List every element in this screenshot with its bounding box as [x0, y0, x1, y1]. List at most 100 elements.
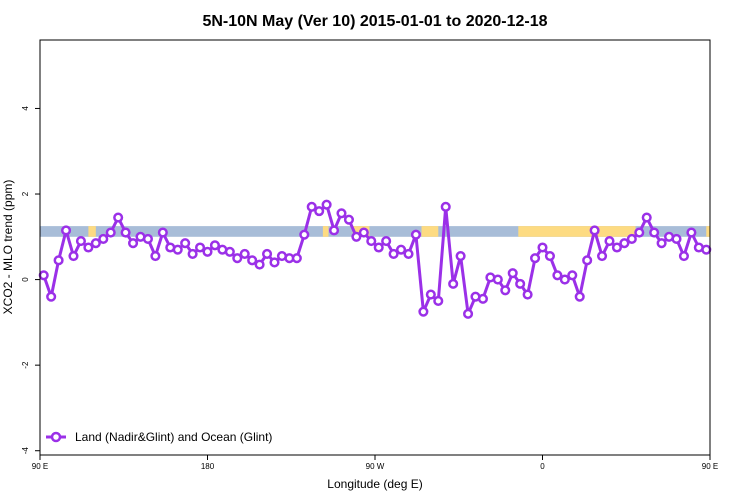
data-point — [61, 225, 72, 236]
land-segment-3 — [421, 226, 439, 237]
data-point — [641, 212, 652, 223]
data-point — [224, 246, 235, 257]
data-point — [604, 236, 615, 247]
data-point — [172, 244, 183, 255]
land-segment-4 — [518, 226, 636, 237]
data-point — [202, 246, 213, 257]
data-point — [507, 268, 518, 279]
x-tick-label: 90 W — [366, 462, 385, 471]
data-point — [500, 285, 511, 296]
data-point — [515, 278, 526, 289]
legend-entry-label: Land (Nadir&Glint) and Ocean (Glint) — [75, 430, 272, 444]
data-point — [336, 208, 347, 219]
data-point — [611, 242, 622, 253]
data-point — [254, 259, 265, 270]
x-tick-label: 90 E — [32, 462, 48, 471]
data-point — [247, 255, 258, 266]
data-point — [321, 199, 332, 210]
x-axis-title: Longitude (deg E) — [327, 477, 422, 491]
data-point — [463, 308, 474, 319]
land-segment-1 — [322, 226, 329, 237]
y-axis: -4 -2 0 2 4 — [21, 106, 40, 455]
data-point — [306, 201, 317, 212]
plot-area — [38, 39, 712, 456]
data-point — [582, 255, 593, 266]
data-point — [597, 251, 608, 262]
data-point — [358, 227, 369, 238]
y-tick-label: -4 — [21, 447, 30, 455]
data-point — [649, 227, 660, 238]
data-point — [269, 257, 280, 268]
data-point — [671, 233, 682, 244]
data-point — [552, 270, 563, 281]
data-point — [38, 270, 49, 281]
data-point — [403, 248, 414, 259]
data-point — [530, 253, 541, 264]
data-point — [232, 253, 243, 264]
data-point — [314, 206, 325, 217]
data-point — [366, 236, 377, 247]
data-point — [291, 253, 302, 264]
data-point — [187, 248, 198, 259]
data-point — [396, 244, 407, 255]
data-point — [329, 225, 340, 236]
data-point — [701, 244, 712, 255]
data-point — [418, 306, 429, 317]
data-point — [351, 231, 362, 242]
series-line-0 — [42, 203, 707, 316]
data-point — [656, 238, 667, 249]
data-point — [299, 229, 310, 240]
data-point — [574, 291, 585, 302]
data-point — [195, 242, 206, 253]
data-point — [455, 251, 466, 262]
chart-title: 5N-10N May (Ver 10) 2015-01-01 to 2020-1… — [202, 13, 547, 30]
data-point — [53, 255, 64, 266]
data-point — [105, 227, 116, 238]
data-point — [634, 227, 645, 238]
data-point — [262, 248, 273, 259]
data-point — [113, 212, 124, 223]
data-point — [433, 295, 444, 307]
data-point — [567, 270, 578, 281]
data-point — [686, 227, 697, 238]
data-point — [425, 289, 436, 300]
data-point — [589, 225, 600, 236]
data-point — [477, 293, 488, 304]
y-tick-label: -2 — [21, 361, 30, 369]
data-point — [626, 233, 637, 244]
x-tick-label: 90 E — [702, 462, 718, 471]
data-point — [209, 240, 220, 251]
data-point — [239, 248, 250, 259]
data-point — [559, 274, 570, 285]
y-axis-title: XCO2 - MLO trend (ppm) — [1, 180, 15, 315]
data-point — [381, 236, 392, 247]
data-point — [544, 251, 555, 262]
data-point — [619, 238, 630, 249]
data-point — [492, 274, 503, 285]
legend-marker-swatch — [50, 431, 62, 443]
land-segment-0 — [88, 226, 96, 237]
data-point — [157, 227, 168, 238]
data-point — [388, 248, 399, 259]
y-tick-label: 4 — [21, 106, 30, 111]
data-point — [98, 233, 109, 244]
data-point — [180, 238, 191, 249]
x-axis: 90 E 180 90 W 0 90 E — [32, 455, 718, 471]
data-point — [448, 278, 459, 289]
ocean-band — [40, 226, 710, 237]
x-tick-label: 0 — [540, 462, 545, 471]
y-tick-label: 0 — [21, 277, 30, 282]
data-point — [343, 214, 354, 225]
x-tick-label: 180 — [201, 462, 215, 471]
data-point — [142, 233, 153, 244]
series-layer — [38, 199, 712, 319]
data-point — [522, 289, 533, 300]
data-point — [537, 242, 548, 253]
data-point — [128, 238, 139, 249]
data-point — [440, 201, 451, 212]
data-point — [46, 291, 57, 302]
data-point — [83, 242, 94, 253]
data-point — [373, 242, 384, 253]
data-point — [150, 251, 161, 262]
